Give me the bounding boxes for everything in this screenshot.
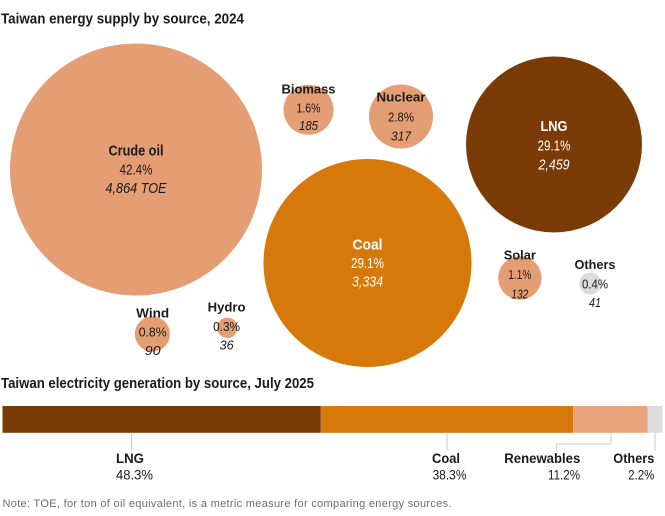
svg-text:Wind: Wind — [136, 307, 169, 321]
svg-text:11.2%: 11.2% — [548, 468, 580, 483]
svg-text:2.2%: 2.2% — [628, 468, 654, 483]
svg-text:42.4%: 42.4% — [120, 162, 153, 179]
svg-text:Others: Others — [613, 451, 654, 466]
svg-text:4,864 TOE: 4,864 TOE — [106, 180, 168, 197]
svg-text:Taiwan energy supply by source: Taiwan energy supply by source, 2024 — [1, 12, 244, 28]
svg-text:41: 41 — [589, 296, 601, 310]
svg-text:Coal: Coal — [432, 451, 460, 466]
svg-text:38.3%: 38.3% — [433, 468, 467, 483]
svg-text:3,334: 3,334 — [352, 274, 383, 291]
svg-text:48.3%: 48.3% — [116, 468, 153, 483]
svg-text:Crude oil: Crude oil — [109, 143, 164, 160]
svg-text:0.4%: 0.4% — [582, 278, 608, 292]
svg-text:1.1%: 1.1% — [508, 268, 531, 282]
svg-text:Taiwan electricity generation: Taiwan electricity generation by source,… — [1, 376, 314, 392]
svg-text:Coal: Coal — [353, 237, 383, 254]
svg-text:1.6%: 1.6% — [297, 102, 321, 116]
svg-text:132: 132 — [511, 288, 528, 302]
svg-text:LNG: LNG — [116, 451, 144, 466]
svg-text:36: 36 — [220, 338, 234, 352]
svg-text:LNG: LNG — [541, 118, 568, 135]
svg-text:90: 90 — [145, 344, 161, 358]
svg-text:Nuclear: Nuclear — [377, 91, 426, 105]
svg-text:Renewables: Renewables — [504, 451, 580, 466]
svg-text:29.1%: 29.1% — [538, 138, 571, 155]
svg-text:Solar: Solar — [504, 249, 536, 263]
svg-text:2,459: 2,459 — [538, 157, 570, 174]
svg-text:2.8%: 2.8% — [388, 111, 414, 125]
svg-text:Hydro: Hydro — [208, 301, 246, 315]
svg-text:Others: Others — [575, 258, 616, 272]
svg-text:Biomass: Biomass — [282, 83, 336, 97]
svg-text:0.8%: 0.8% — [139, 326, 167, 340]
svg-text:0.3%: 0.3% — [213, 320, 240, 334]
svg-text:29.1%: 29.1% — [351, 255, 384, 272]
svg-text:185: 185 — [299, 119, 318, 133]
svg-text:Note: TOE, for ton of oil equi: Note: TOE, for ton of oil equivalent, is… — [3, 498, 452, 510]
svg-text:317: 317 — [391, 130, 412, 144]
